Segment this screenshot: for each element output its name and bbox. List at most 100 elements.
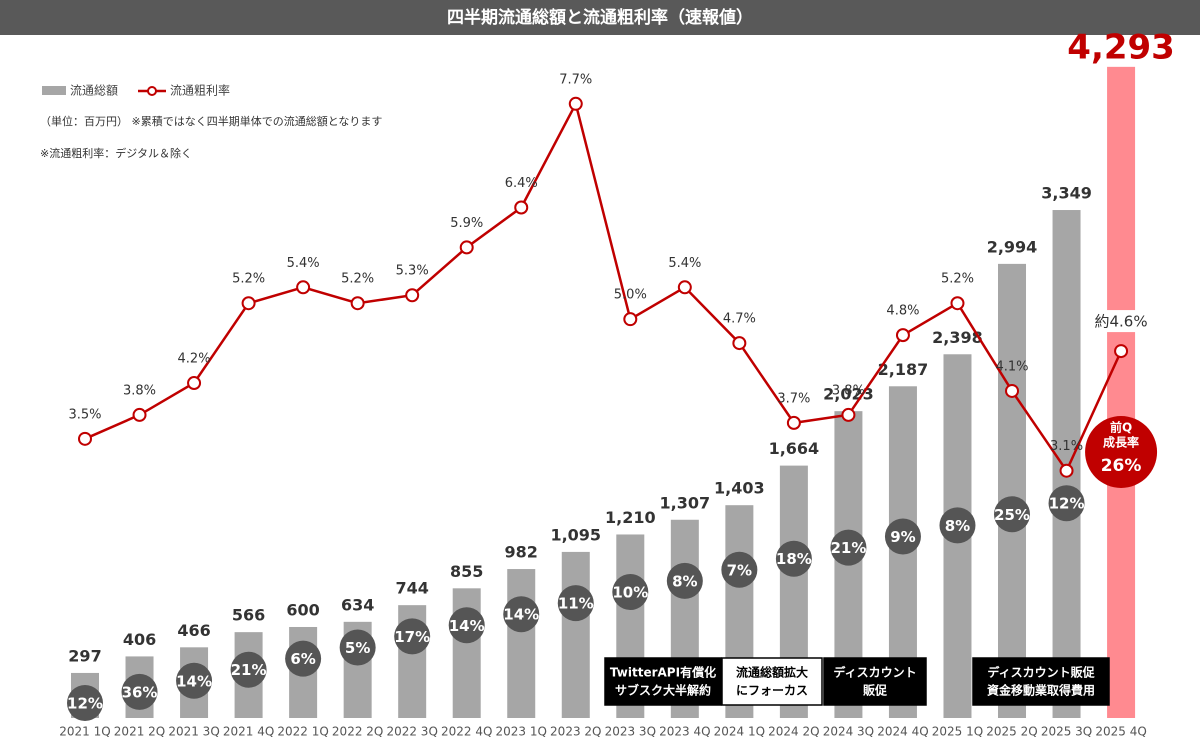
line-value-label: 約4.6%: [1095, 313, 1148, 331]
line-value-label: 7.7%: [559, 72, 592, 87]
growth-label: 14%: [176, 672, 212, 690]
x-tick-label: 2022 4Q: [441, 725, 492, 739]
x-tick-label: 2024 4Q: [877, 725, 928, 739]
legend-swatch: [42, 86, 66, 95]
annotation-text: ディスカウント販促: [987, 665, 1095, 680]
line-marker: [350, 296, 365, 311]
annotation-text: TwitterAPI有償化: [610, 665, 716, 680]
x-tick-label: 2023 3Q: [605, 725, 656, 739]
growth-label: 5%: [345, 639, 370, 657]
annotation-box: [721, 657, 823, 706]
growth-label: 25%: [994, 506, 1030, 524]
line-marker: [677, 280, 692, 295]
x-tick-label: 2022 1Q: [277, 725, 328, 739]
growth-circle: [285, 640, 322, 677]
bar: [1107, 66, 1136, 718]
line-value-label: 3.8%: [123, 383, 156, 398]
bar: [998, 263, 1027, 718]
bar-value-label: 406: [123, 630, 156, 649]
line-value-label: 5.4%: [287, 256, 320, 271]
bar: [561, 551, 590, 718]
line-value-label: 4.8%: [886, 304, 919, 319]
line-marker: [296, 280, 311, 295]
growth-label: 9%: [890, 528, 915, 546]
growth-circle: [1048, 485, 1085, 522]
growth-badge-text: 成長率: [1103, 435, 1139, 450]
line: [84, 100, 1123, 474]
growth-badge: [1085, 416, 1158, 488]
growth-label: 14%: [503, 606, 539, 624]
line-marker: [732, 336, 747, 351]
annotation-text: サブスク大半解約: [615, 683, 711, 698]
growth-label: 8%: [945, 517, 970, 535]
bar-value-label: 3,349: [1041, 184, 1092, 203]
line-value-label: 5.9%: [450, 216, 483, 231]
title-bar: [0, 0, 1200, 35]
growth-label: 8%: [672, 572, 697, 590]
bar-value-label: 1,403: [714, 479, 765, 498]
bar-value-label: 466: [177, 621, 210, 640]
bar-value-label: 1,210: [605, 508, 656, 527]
bar-value-label: 744: [395, 579, 428, 598]
x-tick-label: 2021 4Q: [223, 725, 274, 739]
line-marker: [514, 200, 529, 215]
growth-circle: [339, 629, 376, 666]
bar-value-label: 634: [341, 595, 374, 614]
line-marker: [1059, 463, 1074, 478]
x-tick-label: 2024 3Q: [823, 725, 874, 739]
x-tick-label: 2021 1Q: [59, 725, 110, 739]
x-tick-label: 2025 4Q: [1095, 725, 1146, 739]
growth-circle: [394, 618, 431, 655]
line-marker: [405, 288, 420, 303]
x-tick-label: 2025 2Q: [986, 725, 1037, 739]
growth-circle: [830, 529, 867, 566]
x-tick-label: 2023 2Q: [550, 725, 601, 739]
line-value-label: 4.2%: [178, 351, 211, 366]
note: ※流通粗利率：デジタル＆除く: [40, 146, 192, 160]
growth-circle: [775, 540, 812, 577]
chart-title: 四半期流通総額と流通粗利率（速報値）: [447, 7, 753, 28]
line-value-label: 3.1%: [1050, 439, 1083, 454]
growth-circle: [884, 518, 921, 555]
growth-circle: [67, 685, 103, 721]
growth-circle: [557, 585, 594, 622]
growth-label: 18%: [776, 550, 812, 568]
growth-circle: [230, 651, 267, 688]
bar-value-label: 1,095: [550, 525, 601, 544]
line-value-label: 5.0%: [614, 288, 647, 303]
growth-circle: [939, 507, 976, 544]
line-marker: [568, 96, 583, 111]
line-marker: [1114, 344, 1129, 359]
bar-value-label: 600: [286, 600, 319, 619]
growth-circle: [721, 551, 758, 588]
x-tick-label: 2024 2Q: [768, 725, 819, 739]
growth-label: 11%: [558, 595, 594, 613]
annotation-text: 販促: [863, 683, 888, 698]
growth-label: 36%: [122, 683, 158, 701]
growth-label: 12%: [67, 695, 103, 713]
bar-value-label: 855: [450, 562, 483, 581]
annotation-box: [823, 657, 927, 706]
line-value-label: 3.7%: [777, 391, 810, 406]
bar-value-label: 2,023: [823, 385, 874, 404]
bar-value-label: 297: [68, 646, 101, 665]
line-value-label: 5.3%: [396, 264, 429, 279]
growth-label: 7%: [727, 561, 752, 579]
bar-value-label: 982: [505, 543, 538, 562]
line-marker: [1005, 383, 1020, 398]
bar-value-label: 566: [232, 606, 265, 625]
growth-circle: [503, 596, 540, 633]
growth-label: 14%: [449, 617, 485, 635]
line-marker: [241, 296, 256, 311]
line-value-label: 4.1%: [995, 359, 1028, 374]
growth-label: 21%: [830, 539, 866, 557]
label-bg: [1091, 310, 1152, 333]
line-marker: [132, 407, 147, 422]
x-tick-label: 2023 4Q: [659, 725, 710, 739]
note: （単位：百万円） ※累積ではなく四半期単体での流通総額となります: [40, 114, 382, 128]
bar-value-label: 1,307: [660, 493, 711, 512]
legend-label: 流通総額: [70, 84, 118, 98]
growth-label: 12%: [1049, 495, 1085, 513]
annotation-text: 資金移動業取得費用: [987, 683, 1095, 698]
bar-value-label: 4,293: [1067, 27, 1175, 67]
